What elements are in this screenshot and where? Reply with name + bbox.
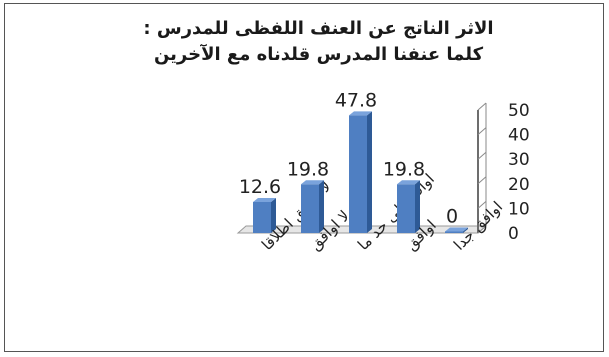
y-tick-mark bbox=[477, 102, 487, 111]
bar bbox=[445, 231, 463, 233]
y-tick-mark bbox=[477, 151, 487, 160]
y-tick-label: 40 bbox=[508, 126, 530, 146]
bar bbox=[349, 115, 367, 233]
chart-title-line-1: الاثر الناتج عن العنف اللفظى للمدرس : bbox=[143, 18, 494, 39]
bar bbox=[397, 184, 415, 233]
y-tick-mark bbox=[477, 176, 487, 185]
y-tick-mark bbox=[477, 201, 487, 209]
y-tick-label: 50 bbox=[508, 101, 530, 121]
bar-top bbox=[253, 198, 276, 203]
bar-top bbox=[397, 180, 420, 185]
data-label: 47.8 bbox=[335, 89, 377, 111]
y-tick-label: 30 bbox=[508, 150, 530, 170]
chart-title-line-2: كلما عنفنا المدرس قلدناه مع الآخرين bbox=[153, 44, 484, 65]
bar-top bbox=[349, 111, 372, 116]
data-label: 0 bbox=[446, 206, 458, 228]
data-label: 19.8 bbox=[383, 158, 425, 180]
bar-side bbox=[271, 198, 276, 233]
bar-side bbox=[319, 180, 324, 233]
bar-top bbox=[445, 227, 468, 232]
y-tick-label: 10 bbox=[508, 199, 530, 219]
y-tick-mark bbox=[477, 127, 487, 135]
bar-side bbox=[463, 227, 468, 233]
data-label: 19.8 bbox=[287, 158, 329, 180]
y-tick-label: 0 bbox=[508, 224, 519, 244]
bar bbox=[301, 184, 319, 233]
chart-frame bbox=[4, 3, 604, 352]
bar-top bbox=[301, 180, 324, 185]
bar-side bbox=[415, 180, 420, 233]
data-label: 12.6 bbox=[239, 176, 281, 198]
bar-side bbox=[367, 111, 372, 233]
y-tick-label: 20 bbox=[508, 175, 530, 195]
y-tick-mark bbox=[477, 225, 487, 234]
bar bbox=[253, 202, 271, 233]
